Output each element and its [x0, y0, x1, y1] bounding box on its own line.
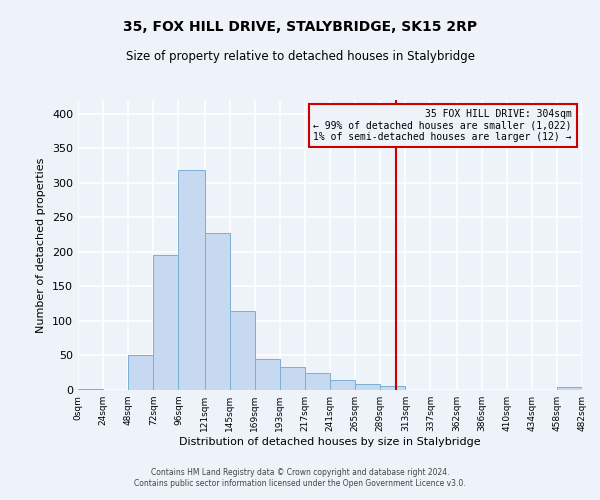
Bar	[330, 380, 355, 390]
X-axis label: Distribution of detached houses by size in Stalybridge: Distribution of detached houses by size …	[179, 437, 481, 447]
Bar	[380, 386, 405, 390]
Bar	[557, 386, 582, 390]
Bar	[255, 359, 280, 390]
Text: 35, FOX HILL DRIVE, STALYBRIDGE, SK15 2RP: 35, FOX HILL DRIVE, STALYBRIDGE, SK15 2R…	[123, 20, 477, 34]
Text: Size of property relative to detached houses in Stalybridge: Size of property relative to detached ho…	[125, 50, 475, 63]
Bar	[205, 234, 230, 390]
Bar	[78, 388, 103, 390]
Bar	[355, 384, 380, 390]
Bar	[178, 170, 205, 390]
Bar	[305, 374, 330, 390]
Text: Contains HM Land Registry data © Crown copyright and database right 2024.
Contai: Contains HM Land Registry data © Crown c…	[134, 468, 466, 487]
Y-axis label: Number of detached properties: Number of detached properties	[37, 158, 46, 332]
Bar	[128, 356, 153, 390]
Bar	[153, 254, 178, 390]
Bar	[280, 366, 305, 390]
Bar	[230, 312, 255, 390]
Text: 35 FOX HILL DRIVE: 304sqm
← 99% of detached houses are smaller (1,022)
1% of sem: 35 FOX HILL DRIVE: 304sqm ← 99% of detac…	[313, 108, 572, 142]
